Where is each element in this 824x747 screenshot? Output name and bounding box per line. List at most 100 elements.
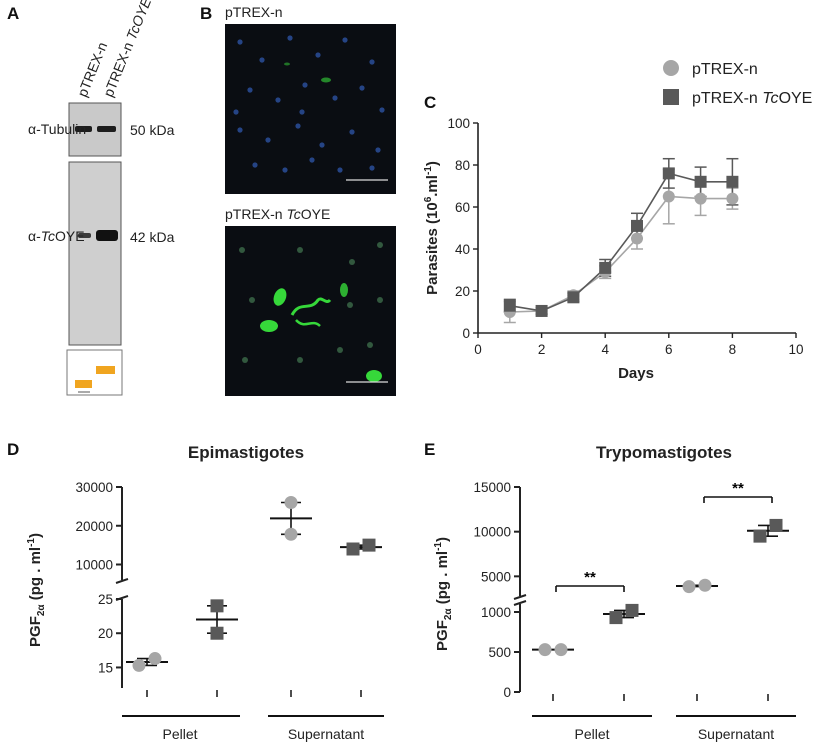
data-point (132, 658, 146, 672)
panel-d-category-pellet: Pellet (162, 726, 197, 742)
data-point (625, 603, 639, 617)
panel-c-ytick-label: 40 (455, 242, 470, 257)
tcoye-blot-strip (68, 161, 122, 346)
gfp-cell-dim (284, 62, 290, 66)
panel-c-data-point (662, 190, 675, 203)
axis-break-mark (513, 594, 527, 600)
panel-c-data-point (599, 261, 612, 274)
panel-c-axes: 0 20 40 60 80 100 0 2 4 6 8 10 (447, 116, 803, 357)
panel-d-axes: 10000 20000 30000 15 20 25 (75, 480, 362, 697)
axis-break-mark (115, 578, 129, 584)
nucleus-dot (247, 87, 253, 93)
panel-c-data-point (726, 192, 739, 205)
panel-b-microscopy: pTREX-n pTREX-n TcOYE (225, 4, 396, 396)
panel-letter-d: D (7, 440, 19, 459)
panel-d-category-supernatant: Supernatant (288, 726, 364, 742)
nucleus-dot (275, 97, 281, 103)
panel-c-series-line (509, 195, 733, 313)
significance-stars: ** (584, 569, 596, 586)
nucleus-dot (237, 127, 243, 133)
upper-ytick-label: 5000 (481, 569, 511, 584)
tcoye-size: 42 kDa (130, 229, 175, 245)
panel-c-xtick-label: 8 (729, 342, 737, 357)
lower-ytick-label: 1000 (481, 605, 511, 620)
parasite-dim (242, 357, 248, 363)
panel-c-data-point (694, 175, 707, 188)
legend: pTREX-n pTREX-n TcOYE (663, 60, 812, 107)
panel-e-category-supernatant: Supernatant (698, 726, 774, 742)
nucleus-dot (259, 57, 265, 63)
nucleus-dot (337, 167, 343, 173)
nucleus-dot (342, 37, 348, 43)
data-point (698, 578, 712, 592)
panel-c-data-point (726, 175, 739, 188)
parasite-dim (377, 242, 383, 248)
panel-c-xtick-label: 0 (474, 342, 482, 357)
nucleus-dot (379, 107, 385, 113)
tubulin-band-lane2 (97, 126, 116, 132)
parasite-dim (297, 357, 303, 363)
tcoye-band-lane2 (96, 230, 118, 241)
nucleus-dot (295, 123, 301, 129)
nucleus-dot (332, 95, 338, 101)
panel-c-marks (503, 157, 739, 324)
lower-ytick-label: 15 (98, 660, 113, 675)
tubulin-size: 50 kDa (130, 122, 175, 138)
panel-c-data-point (662, 167, 675, 180)
nucleus-dot (349, 129, 355, 135)
micro-label-bottom: pTREX-n TcOYE (225, 206, 330, 222)
axis-break-mark (513, 600, 527, 606)
data-point (210, 626, 224, 640)
nucleus-dot (287, 35, 293, 41)
lower-ytick-label: 25 (98, 592, 113, 607)
nucleus-dot (359, 85, 365, 91)
panel-e-category-pellet: Pellet (574, 726, 609, 742)
parasite-dim (249, 297, 255, 303)
panel-c-xlabel: Days (618, 365, 654, 382)
legend-label-ptrex-n: pTREX-n (692, 61, 758, 78)
panel-letter-a: A (7, 4, 19, 23)
panel-c-growth-chart: 0 20 40 60 80 100 0 2 4 6 8 10 Days Parasites (106.… (423, 116, 804, 382)
tubulin-label: α-Tubulin (28, 121, 86, 137)
gfp-parasite (366, 370, 382, 382)
data-point (554, 643, 568, 657)
data-point (284, 527, 298, 541)
gfp-cell-dim (321, 77, 331, 83)
panel-c-data-point (503, 299, 516, 312)
panel-c-data-point (694, 192, 707, 205)
panel-d-ylabel: PGF2α (pg . ml-1) (26, 533, 47, 647)
data-point (148, 652, 162, 666)
inset-band-1 (75, 380, 92, 388)
panel-c-data-point (567, 291, 580, 304)
data-point (682, 580, 696, 594)
panel-c-xtick-label: 2 (538, 342, 546, 357)
parasite-dim (367, 342, 373, 348)
microscopy-cells (233, 35, 385, 382)
data-point (362, 538, 376, 552)
microscopy-image-ptrex-n-tcoye (225, 226, 396, 396)
nucleus-dot (315, 52, 321, 58)
data-point (769, 518, 783, 532)
nucleus-dot (265, 137, 271, 143)
nucleus-dot (375, 147, 381, 153)
lower-ytick-label: 500 (488, 645, 511, 660)
panel-c-ytick-label: 20 (455, 284, 470, 299)
panel-c-data-point (631, 232, 643, 245)
gfp-flagellate (295, 319, 321, 327)
panel-c-data-point (631, 219, 643, 232)
panel-c-ytick-label: 0 (462, 326, 470, 341)
panel-c-ytick-label: 100 (447, 116, 470, 131)
data-point (284, 496, 298, 509)
nucleus-dot (299, 109, 305, 115)
lower-ytick-label: 0 (503, 685, 511, 700)
significance-stars: ** (732, 480, 744, 497)
panel-c-xtick-label: 4 (601, 342, 609, 357)
nucleus-dot (233, 109, 239, 115)
panel-e-axes: 5000 10000 15000 0 500 1000 (473, 480, 769, 701)
gfp-parasite (273, 288, 287, 306)
gfp-flagellate (290, 297, 332, 316)
inset-band-2 (96, 366, 115, 374)
micro-label-top: pTREX-n (225, 4, 283, 20)
nucleus-dot (319, 142, 325, 148)
